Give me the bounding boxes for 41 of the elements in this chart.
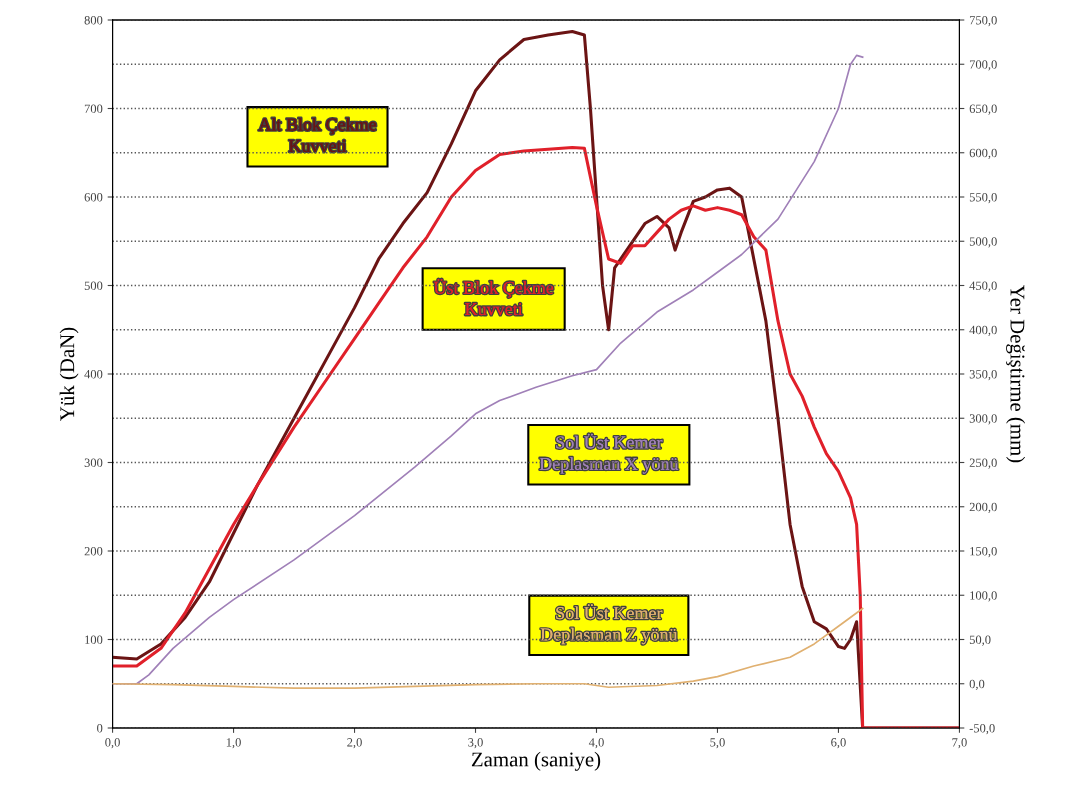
text: Sol Üst Kemer Deplasman Z yönü <box>540 604 678 645</box>
y2-tick-label: 750,0 <box>969 16 997 27</box>
text: Sol Üst Kemer Deplasman X yönü <box>539 433 679 474</box>
y2-tick-label: 450,0 <box>969 281 997 292</box>
y2-tick-label: 50,0 <box>969 635 991 646</box>
x-tick-label: 2,0 <box>347 738 362 749</box>
y-tick-label: 400 <box>84 370 103 379</box>
y2-tick-label: -50,0 <box>969 724 995 735</box>
y-tick-label: 200 <box>84 547 103 556</box>
x-tick-label: 0,0 <box>105 738 120 749</box>
y2-tick-label: 500,0 <box>969 237 997 248</box>
y2-tick-label: 350,0 <box>969 370 997 381</box>
y2-tick-label: 400,0 <box>969 325 997 337</box>
y-tick-label: 700 <box>84 104 103 113</box>
y2-tick-label: 150,0 <box>970 547 997 558</box>
y-tick-label: 0 <box>97 724 103 733</box>
x-axis-title: Zaman (saniye) <box>471 751 601 771</box>
y2-tick-label: 600,0 <box>969 148 997 160</box>
y2-tick-label: 100,0 <box>970 591 997 602</box>
y-tick-label: 800 <box>84 16 103 25</box>
text: Alt Blok Çekme Kuvveti <box>258 117 377 153</box>
y2-tick-label: 650,0 <box>969 104 997 115</box>
y2-tick-label: 550,0 <box>969 193 997 204</box>
y2-tick-label: 0,0 <box>969 679 985 691</box>
y-tick-label: 100 <box>85 635 103 644</box>
y-tick-label: 300 <box>84 458 103 467</box>
y-tick-label: 600 <box>84 193 103 202</box>
x-tick-label: 7,0 <box>952 738 967 749</box>
y2-tick-label: 700,0 <box>969 60 997 71</box>
x-tick-label: 1,0 <box>226 738 241 749</box>
y2-tick-label: 250,0 <box>969 458 997 469</box>
y-axis-title: Yük (DaN) <box>59 327 79 421</box>
y2-axis-title: Yer Değiştirme (mm) <box>1006 285 1026 463</box>
series-label: Üst Blok Çekme Kuvveti <box>433 279 554 316</box>
y2-tick-label: 300,0 <box>969 414 997 425</box>
x-tick-label: 6,0 <box>831 738 846 749</box>
x-tick-label: 3,0 <box>468 738 483 749</box>
y-tick-label: 500 <box>84 281 103 290</box>
x-tick-label: 4,0 <box>588 738 604 749</box>
y2-tick-label: 200,0 <box>969 502 997 514</box>
x-tick-label: 5,0 <box>710 738 725 749</box>
